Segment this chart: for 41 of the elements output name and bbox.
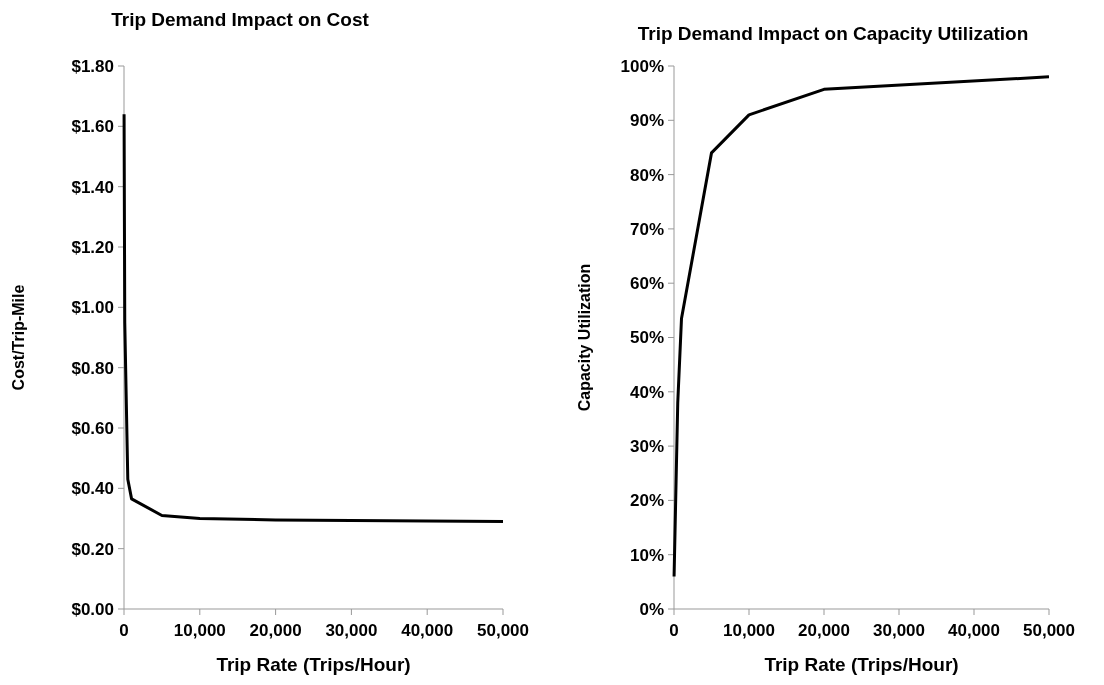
x-axis-title: Trip Rate (Trips/Hour)	[216, 654, 411, 675]
y-tick-label: $1.60	[71, 117, 114, 137]
x-tick-label: 40,000	[948, 621, 1000, 640]
y-tick-label: $1.40	[71, 177, 114, 197]
y-tick-label: $1.00	[71, 298, 114, 318]
line-series	[672, 75, 1051, 578]
x-axis-title: Trip Rate (Trips/Hour)	[764, 654, 959, 675]
x-tick-label: 0	[119, 621, 129, 640]
y-tick-label: 40%	[629, 382, 664, 402]
y-tick-label: $0.40	[71, 479, 114, 499]
y-tick-label: 70%	[629, 219, 664, 239]
chart-title: Trip Demand Impact on Cost	[111, 9, 370, 30]
y-tick-label: 20%	[629, 491, 664, 511]
x-tick-label: 30,000	[325, 621, 378, 640]
y-tick-label: 90%	[629, 111, 664, 131]
x-tick-label: 50,000	[477, 621, 529, 640]
y-tick-label: $0.60	[71, 418, 114, 438]
y-tick-label: $0.20	[71, 539, 114, 559]
y-tick-label: 50%	[629, 328, 664, 348]
y-axis-title: Capacity Utilization	[576, 263, 593, 412]
y-tick-label: 100%	[620, 56, 664, 76]
y-tick-label: $0.80	[71, 358, 114, 378]
x-tick-label: 50,000	[1023, 621, 1075, 640]
y-tick-label: $1.20	[71, 237, 114, 257]
y-axis-title: Cost/Trip-Mile	[10, 284, 27, 391]
y-tick-label: 0%	[639, 599, 664, 619]
x-tick-label: 30,000	[873, 621, 925, 640]
x-tick-label: 10,000	[723, 621, 775, 640]
x-tick-label: 20,000	[798, 621, 850, 640]
chart-title: Trip Demand Impact on Capacity Utilization	[637, 23, 1029, 44]
y-tick-label: 80%	[629, 165, 664, 185]
x-tick-label: 10,000	[173, 621, 226, 640]
y-tick-label: $0.00	[71, 599, 114, 619]
x-tick-label: 40,000	[401, 621, 454, 640]
x-tick-label: 20,000	[249, 621, 302, 640]
y-tick-label: 60%	[629, 274, 664, 294]
x-tick-label: 0	[669, 621, 679, 640]
y-tick-label: 30%	[629, 437, 664, 457]
y-tick-label: $1.80	[71, 56, 114, 76]
y-tick-label: 10%	[629, 545, 664, 565]
line-series	[122, 112, 505, 524]
